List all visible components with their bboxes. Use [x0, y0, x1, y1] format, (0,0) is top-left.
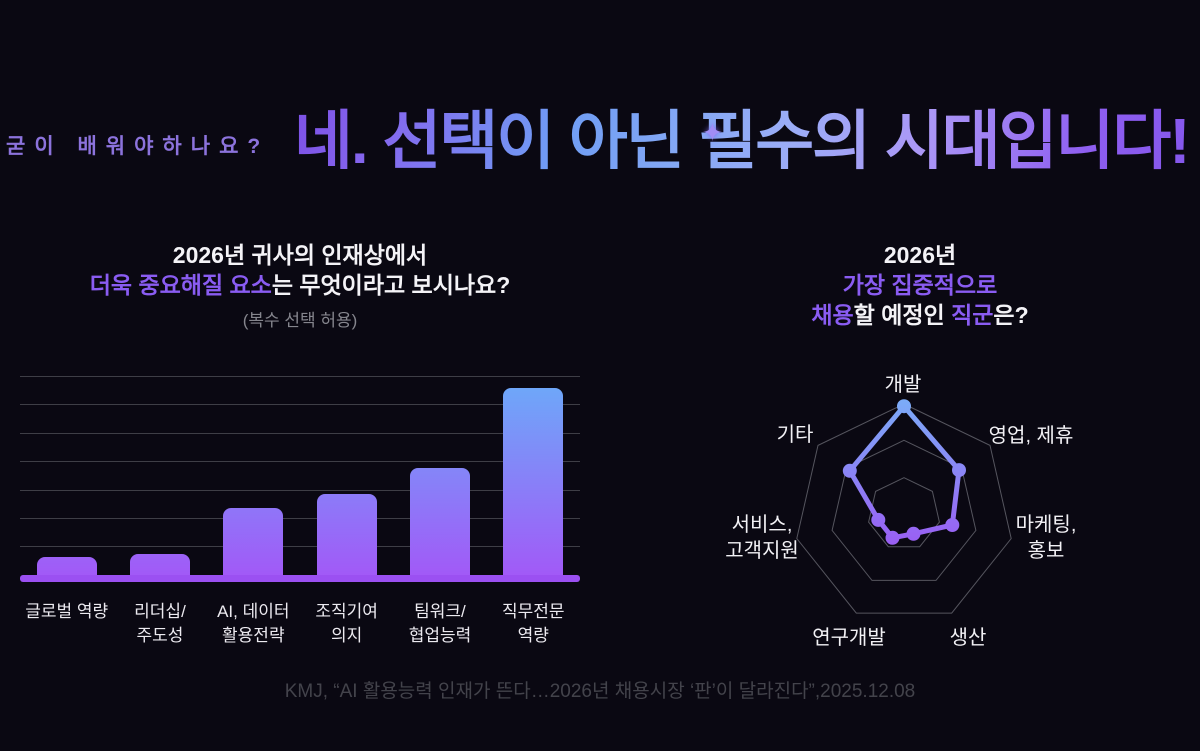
radar-title-line1: 2026년 — [883, 242, 957, 268]
bar — [130, 554, 190, 577]
bar — [36, 556, 97, 577]
bar-category-label: 글로벌 역량 — [20, 600, 113, 648]
gridline — [20, 489, 580, 491]
bar-chart-subtitle: (복수 선택 허용) — [242, 311, 358, 330]
gridline — [20, 432, 580, 434]
radar-title-line2: 가장 집중적으로 — [842, 272, 998, 298]
radar-axis-label: 서비스, 고객지원 — [725, 512, 799, 564]
radar-axis-label: 기타 — [777, 422, 814, 448]
bar — [410, 467, 470, 577]
gridline — [20, 376, 580, 377]
radar-ring — [868, 477, 940, 548]
bar-category-label-line: 팀워크/ — [414, 602, 466, 621]
radar-ring — [796, 403, 1012, 614]
radar-point — [885, 530, 900, 545]
radar-title-mid: 할 예정인 — [853, 302, 952, 328]
radar-chart — [796, 399, 1012, 614]
bar-category-label-line: 역량 — [517, 626, 549, 645]
radar-title-line3: 채용할 예정인 직군은? — [760, 300, 1080, 330]
radar-polygon — [847, 403, 962, 541]
bar-category-label-line: 직무전문 — [502, 602, 565, 621]
bar — [223, 508, 284, 577]
radar-chart-title: 2026년 가장 집중적으로 채용할 예정인 직군은? — [760, 240, 1080, 330]
radar-axis-label: 마케팅, 홍보 — [1016, 512, 1077, 564]
bar-chart-title-highlight: 더욱 중요해질 요소 — [89, 272, 272, 298]
radar-axis-label: 연구개발 — [812, 625, 886, 651]
radar-point — [897, 399, 911, 414]
bar-category-label-line: 조직기여 — [315, 602, 378, 621]
radar-axis-label-line: 연구개발 — [812, 627, 886, 649]
radar-point — [952, 463, 966, 478]
bar-category-label-line: AI, 데이터 — [217, 602, 290, 621]
radar-axis-label: 영업, 제휴 — [989, 423, 1074, 449]
radar-axis-label-line: 기타 — [776, 424, 814, 446]
bar-chart-title: 2026년 귀사의 인재상에서 더욱 중요해질 요소는 무엇이라고 보시나요? … — [20, 240, 580, 336]
bar-category-label-line: 주도성 — [136, 626, 184, 645]
bar — [316, 493, 377, 577]
bar-chart-axis-line — [20, 575, 580, 582]
radar-axis-label-line: 고객지원 — [725, 540, 799, 562]
bar-category-label: 리더십/주도성 — [113, 600, 206, 648]
radar-point — [842, 463, 857, 478]
radar-axis-label-line: 홍보 — [1027, 540, 1065, 562]
radar-axis-label-line: 개발 — [884, 374, 922, 396]
gridline — [20, 546, 580, 548]
bar-category-label-line: 글로벌 역량 — [25, 602, 109, 621]
gridline — [20, 461, 580, 463]
bar-category-label: 팀워크/협업능력 — [393, 600, 486, 648]
bar-chart-plot — [20, 376, 580, 577]
radar-title-highlight1: 채용 — [811, 302, 854, 328]
radar-axis-label: 개발 — [885, 372, 922, 398]
radar-axis-label: 생산 — [950, 625, 987, 651]
radar-axis-label-line: 생산 — [949, 627, 987, 649]
bar-category-label-line: 협업능력 — [408, 626, 472, 645]
bar-category-label-line: 의지 — [331, 626, 363, 645]
radar-ring — [831, 439, 977, 581]
bar-category-label-line: 활용전략 — [222, 626, 285, 645]
radar-title-highlight2: 직군 — [951, 302, 994, 328]
kicker-text: 굳이 배워야하나요? — [6, 135, 270, 158]
gridline — [20, 518, 580, 519]
radar-axis-label-line: 마케팅, — [1015, 514, 1077, 536]
headline: 네. 선택이 아닌 필수의 시대입니다! — [294, 105, 1191, 177]
bar-chart-title-rest: 는 무엇이라고 보시나요? — [271, 272, 511, 298]
radar-point — [871, 512, 886, 527]
bar — [503, 387, 564, 577]
bar-chart-title-line1: 2026년 귀사의 인재상에서 — [172, 242, 428, 268]
radar-axis-label-line: 영업, 제휴 — [988, 425, 1074, 447]
bar-chart-category-labels: 글로벌 역량 리더십/주도성 AI, 데이터 활용전략 조직기여 의지 팀워크/협업능력 직무… — [20, 600, 580, 648]
bar-chart-title-line2: 더욱 중요해질 요소는 무엇이라고 보시나요? — [20, 270, 580, 300]
footer-citation: KMJ, “AI 활용능력 인재가 뜬다…2026년 채용시장 ‘판’이 달라진… — [284, 681, 916, 702]
sparkle-icon: ✦ — [702, 119, 723, 147]
radar-point — [906, 526, 921, 541]
radar-title-end: 은? — [993, 302, 1029, 328]
gridline — [20, 404, 580, 406]
radar-axis-label-line: 서비스, — [731, 514, 793, 536]
radar-point — [945, 518, 960, 532]
bar-category-label-line: 리더십/ — [134, 602, 186, 621]
